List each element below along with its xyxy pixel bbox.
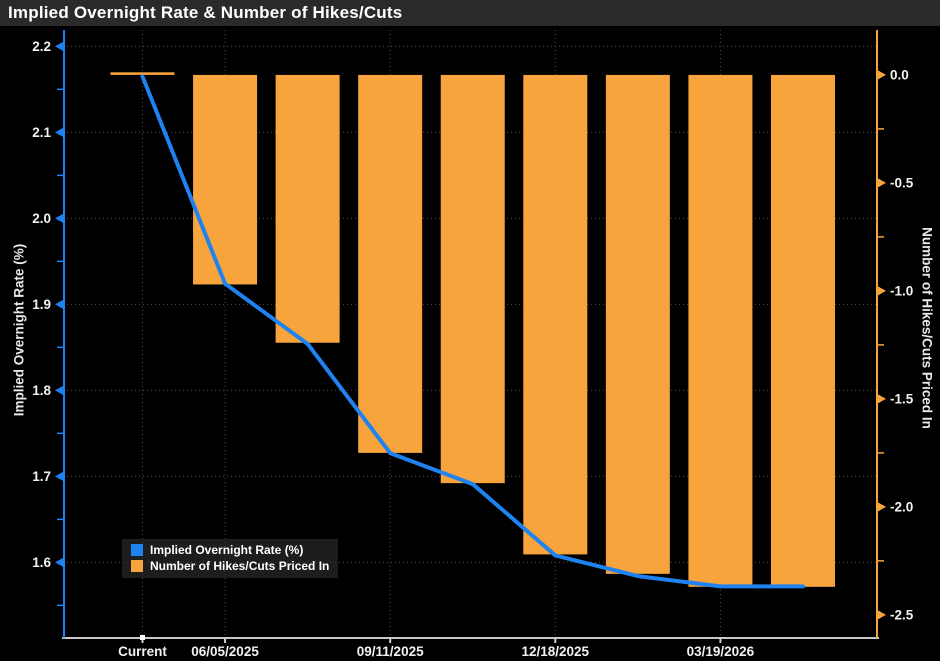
bar-hikes-cuts [193,74,258,285]
x-tick-label: Current [118,644,167,659]
left-tick-label: 1.9 [32,297,51,312]
legend-item-bar: Number of Hikes/Cuts Priced In [131,559,329,573]
left-tick-arrow-icon [55,41,64,52]
bar-hikes-cuts [770,74,835,587]
current-tick-marker [140,635,145,640]
left-axis-title: Implied Overnight Rate (%) [11,243,27,417]
left-tick-label: 1.7 [32,469,51,484]
implied-rate-line [140,74,805,589]
legend-label-line: Implied Overnight Rate (%) [150,543,304,557]
x-tick-label: 12/18/2025 [522,644,590,659]
bar-hikes-cuts [440,74,505,484]
bar-hikes-cuts [688,74,753,587]
legend-label-bar: Number of Hikes/Cuts Priced In [150,559,330,573]
chart-legend: Implied Overnight Rate (%) Number of Hik… [122,539,339,578]
x-tick-label: 06/05/2025 [191,644,259,659]
left-tick-arrow-icon [55,385,64,396]
bar-hikes-cuts [358,74,423,453]
right-tick-arrow-icon [877,609,886,620]
left-tick-arrow-icon [55,471,64,482]
right-tick-label: -2.0 [890,500,913,515]
left-tick-label: 2.2 [32,39,51,54]
x-tick-label: 03/19/2026 [687,644,755,659]
bar-hikes-cuts [605,74,670,574]
bar-hikes-cuts [523,74,588,555]
bar-hikes-cuts [275,74,340,343]
left-tick-arrow-icon [55,213,64,224]
right-tick-arrow-icon [877,393,886,404]
right-tick-arrow-icon [877,285,886,296]
right-tick-arrow-icon [877,501,886,512]
left-tick-arrow-icon [55,299,64,310]
left-tick-label: 1.6 [32,555,51,570]
legend-swatch-bar-icon [131,560,143,572]
right-tick-label: -1.5 [890,392,914,407]
right-tick-label: -1.0 [890,284,913,299]
left-tick-label: 2.0 [32,211,51,226]
chart-title: Implied Overnight Rate & Number of Hikes… [8,3,403,22]
right-tick-label: -0.5 [890,176,914,191]
left-tick-arrow-icon [55,557,64,568]
right-axis-title: Number of Hikes/Cuts Priced In [919,227,935,429]
right-tick-arrow-icon [877,69,886,80]
right-tick-label: 0.0 [890,68,909,83]
bar-zero-marker [110,72,175,75]
chart-title-bar: Implied Overnight Rate & Number of Hikes… [0,0,940,26]
left-tick-label: 2.1 [32,125,51,140]
right-tick-arrow-icon [877,177,886,188]
legend-swatch-line-icon [131,544,143,556]
right-tick-label: -2.5 [890,608,914,623]
x-tick-label: 09/11/2025 [357,644,424,659]
left-tick-arrow-icon [55,127,64,138]
legend-item-line: Implied Overnight Rate (%) [131,543,329,557]
left-tick-label: 1.8 [32,383,51,398]
